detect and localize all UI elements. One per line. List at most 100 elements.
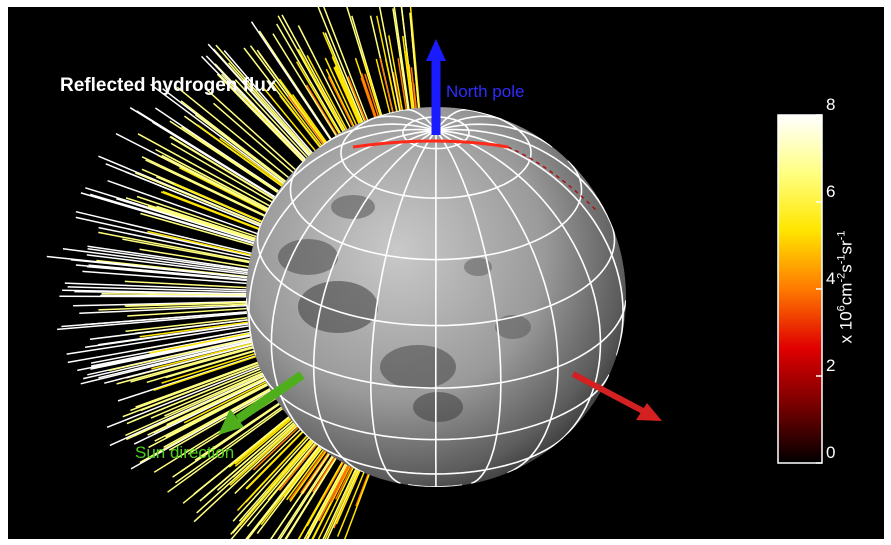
grid-line — [256, 223, 616, 327]
flux-ray — [161, 154, 272, 213]
flux-ray — [169, 120, 282, 196]
flux-ray — [125, 197, 260, 242]
figure-title: Reflected hydrogen flux — [60, 75, 277, 96]
grid-line — [289, 158, 583, 261]
flux-ray — [334, 65, 363, 127]
flux-ray — [205, 55, 309, 163]
flux-ray — [245, 428, 306, 490]
flux-ray — [149, 331, 254, 354]
flux-ray — [325, 68, 356, 130]
flux-ray — [234, 426, 304, 495]
flux-ray — [258, 30, 334, 143]
sun-direction-label: Sun direction — [135, 443, 235, 462]
flux-ray — [67, 328, 254, 364]
flux-ray — [229, 421, 300, 486]
flux-ray — [375, 58, 392, 117]
flux-ray — [88, 264, 251, 281]
flux-ray — [234, 79, 311, 161]
flux-ray — [246, 440, 319, 527]
flux-ray — [139, 248, 253, 269]
flux-ray — [303, 460, 348, 539]
flux-ray — [213, 102, 297, 176]
flux-ray — [122, 238, 254, 265]
flux-ray — [215, 44, 315, 158]
flux-ray — [363, 59, 383, 120]
figure-panel: Reflected hydrogen flux North pole Sun d… — [8, 7, 884, 539]
grid-line — [257, 128, 437, 231]
flux-ray — [132, 366, 265, 422]
flux-ray — [334, 67, 362, 128]
flux-ray — [80, 340, 256, 385]
flux-ray — [246, 443, 323, 539]
flux-ray — [234, 416, 295, 467]
flux-ray — [297, 458, 345, 539]
flux-ray — [279, 452, 336, 539]
flux-ray — [278, 78, 329, 147]
flux-ray — [272, 81, 325, 150]
flux-ray — [153, 354, 260, 392]
flux-ray — [77, 333, 254, 372]
flux-ray — [181, 126, 282, 195]
grid-line — [403, 108, 437, 131]
flux-ray — [116, 345, 257, 385]
lat-long-grid — [246, 107, 626, 487]
flux-ray — [101, 292, 251, 296]
flux-ray — [193, 423, 301, 523]
flux-ray — [148, 382, 272, 449]
flux-ray — [196, 124, 286, 189]
flux-ray — [62, 247, 252, 274]
flux-ray — [289, 447, 329, 503]
flux-ray — [98, 303, 251, 311]
flux-ray — [216, 73, 307, 165]
colorbar-tick-label: 6 — [826, 182, 836, 201]
flux-ray — [125, 374, 268, 441]
flux-ray — [170, 142, 276, 205]
flux-ray — [182, 414, 293, 504]
flux-ray — [129, 107, 279, 200]
flux-ray — [174, 404, 286, 484]
flux-ray — [194, 400, 283, 461]
flux-ray — [272, 33, 339, 140]
flux-ray — [98, 339, 256, 379]
flux-ray — [82, 310, 251, 326]
flux-ray — [265, 436, 314, 491]
flux-ray — [279, 95, 323, 151]
flux-ray — [207, 89, 299, 173]
flux-ray — [312, 453, 338, 493]
flux-ray — [89, 318, 252, 340]
flux-ray — [256, 444, 325, 534]
flux-ray — [232, 434, 312, 522]
flux-ray — [219, 137, 287, 188]
flux-ray — [73, 300, 251, 307]
flux-ray — [165, 349, 259, 379]
grid-line — [435, 123, 553, 148]
flux-ray — [287, 94, 327, 148]
flux-ray — [87, 245, 253, 271]
flux-ray — [180, 401, 283, 473]
flux-ray — [194, 114, 289, 186]
flux-ray — [281, 14, 348, 135]
flux-ray — [109, 373, 268, 447]
north-pole-label: North pole — [446, 82, 525, 101]
moon-sphere — [246, 107, 626, 487]
flux-ray — [79, 304, 251, 315]
flux-ray — [300, 449, 331, 494]
flux-ray — [96, 259, 252, 278]
flux-ray — [90, 332, 254, 367]
flux-ray — [263, 88, 319, 154]
flux-ray — [98, 226, 254, 261]
grid-line — [435, 129, 559, 474]
flux-ray — [106, 199, 258, 246]
flux-ray — [163, 386, 274, 448]
flux-ray — [157, 154, 271, 214]
colorbar-tick-label: 2 — [826, 356, 836, 375]
flux-ray — [324, 32, 365, 126]
flux-ray — [318, 461, 351, 522]
grid-line — [435, 129, 624, 356]
flux-ray — [335, 463, 355, 500]
flux-ray — [180, 100, 290, 185]
flux-ray — [130, 346, 258, 383]
flux-ray — [147, 376, 269, 436]
x-axis-arrow — [571, 371, 662, 421]
flux-ray — [178, 167, 271, 214]
